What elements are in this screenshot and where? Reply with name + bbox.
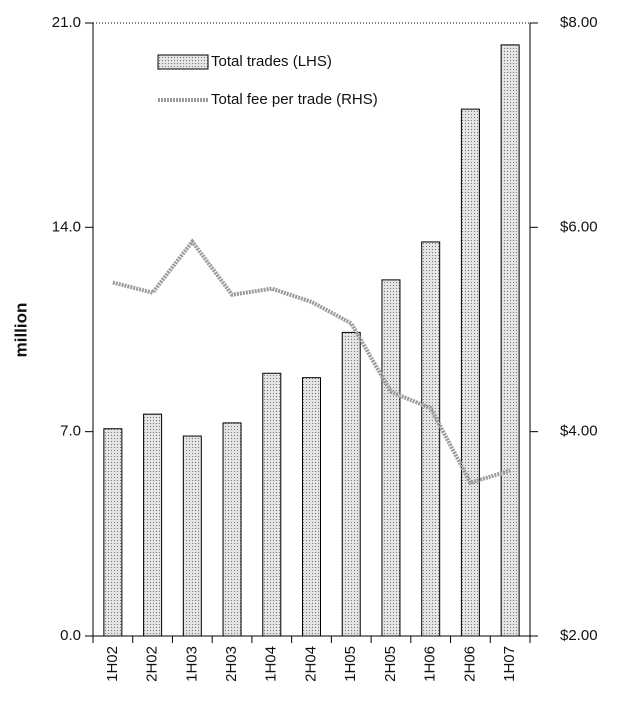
bar	[262, 372, 282, 637]
y-tick-label: 0.0	[60, 627, 81, 644]
line	[112, 238, 511, 486]
bar	[381, 279, 401, 637]
y2-tick-label: $2.00	[560, 627, 598, 644]
x-tick-label: 2H04	[302, 646, 319, 682]
y2-tick-label: $8.00	[560, 14, 598, 31]
bar	[421, 241, 441, 637]
bar	[182, 435, 202, 637]
bar	[341, 331, 361, 637]
bar	[222, 422, 242, 637]
y-tick-label: 14.0	[52, 218, 81, 235]
x-tick-label: 2H05	[382, 646, 399, 682]
y-tick-label: 21.0	[52, 14, 81, 31]
y2-tick-label: $4.00	[560, 423, 598, 440]
y-axis-label: million	[11, 303, 30, 358]
legend-label: Total trades (LHS)	[211, 53, 332, 70]
legend-swatch	[157, 54, 209, 70]
bar	[302, 377, 321, 637]
x-tick-label: 2H02	[144, 646, 161, 682]
x-tick-label: 1H05	[342, 646, 359, 682]
bar	[500, 44, 520, 637]
y2-tick-label: $6.00	[560, 218, 598, 235]
x-tick-label: 1H04	[263, 646, 280, 682]
bar	[103, 428, 123, 637]
x-tick-label: 2H06	[461, 646, 478, 682]
x-tick-label: 1H07	[501, 646, 518, 682]
bar	[143, 413, 163, 637]
x-tick-label: 1H02	[104, 646, 121, 682]
x-tick-label: 1H03	[183, 646, 200, 682]
x-tick-label: 1H06	[422, 646, 439, 682]
bar	[460, 108, 480, 637]
x-tick-label: 2H03	[223, 646, 240, 682]
legend-label: Total fee per trade (RHS)	[211, 91, 378, 108]
y-tick-label: 7.0	[60, 423, 81, 440]
